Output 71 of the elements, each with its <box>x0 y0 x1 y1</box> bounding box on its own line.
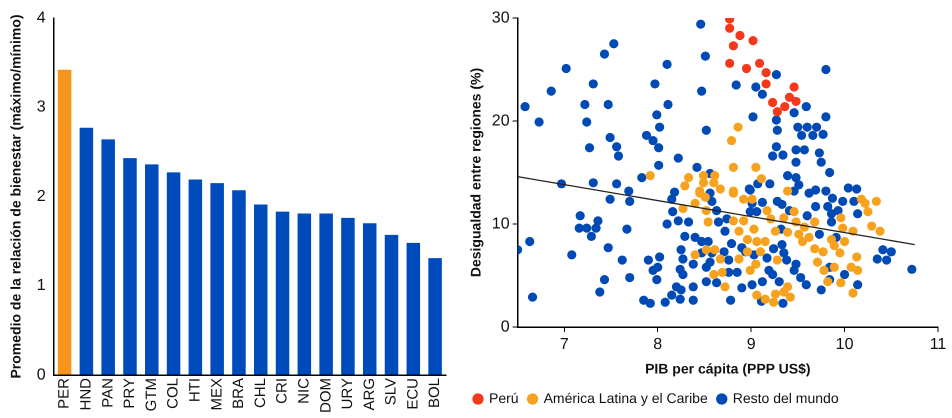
y-tick-label: 30 <box>492 9 510 26</box>
x-tick-label: URY <box>339 378 356 410</box>
x-tick-label: HTI <box>186 378 204 402</box>
x-tick-label: 11 <box>930 336 946 354</box>
y-tick-label: 0 <box>500 318 510 336</box>
legend-label: Resto del mundo <box>732 390 839 406</box>
x-tick-label: BRA <box>230 378 248 409</box>
legend-label: América Latina y el Caribe <box>544 390 708 406</box>
point <box>791 96 801 106</box>
x-tick-label: DOM <box>317 378 334 414</box>
point <box>762 79 771 89</box>
legend-label: Perú <box>489 390 519 406</box>
x-tick-label: CHL <box>252 378 269 408</box>
point <box>735 30 745 40</box>
point <box>790 82 799 92</box>
point <box>762 68 771 78</box>
bar <box>188 180 202 375</box>
x-tick-label: GTM <box>142 378 160 412</box>
bar <box>276 212 290 375</box>
x-tick-label: CRI <box>274 378 291 404</box>
x-tick-label: PAN <box>99 378 116 408</box>
y-axis-title: Desigualdad entre regiones (%) <box>467 68 484 278</box>
y-tick-label: 10 <box>492 215 510 232</box>
bar <box>80 128 94 375</box>
y-tick-label: 20 <box>492 112 510 130</box>
x-tick-label: ARG <box>360 378 378 411</box>
x-tick-label: 10 <box>836 336 854 354</box>
bar <box>232 190 246 375</box>
y-tick-label: 1 <box>36 277 46 294</box>
x-tick-label: HND <box>78 378 95 411</box>
point <box>748 36 758 46</box>
point <box>754 58 764 68</box>
x-tick-label: 8 <box>653 336 662 354</box>
x-tick-label: COL <box>164 378 182 409</box>
bar <box>166 172 180 375</box>
point <box>742 64 752 74</box>
bar <box>58 70 72 375</box>
bar <box>101 139 115 375</box>
bar <box>384 234 398 375</box>
x-tick-label: SLV <box>382 378 400 406</box>
bar <box>319 213 333 375</box>
point <box>725 58 734 68</box>
y-tick-label: 0 <box>36 366 46 384</box>
point <box>728 41 738 50</box>
bar <box>341 218 355 375</box>
bar <box>254 204 268 375</box>
x-tick-label: 7 <box>560 336 569 354</box>
point <box>725 24 734 33</box>
point <box>784 92 794 102</box>
point <box>780 102 790 112</box>
y-tick-label: 3 <box>36 98 46 116</box>
x-tick-label: PER <box>56 378 73 409</box>
y-tick-label: 2 <box>36 188 46 205</box>
point <box>768 98 778 108</box>
bar <box>298 213 312 375</box>
y-axis-title: Promedio de la relación de bienestar (máximo/mínimo) <box>7 14 24 379</box>
bar <box>362 223 376 375</box>
x-tick-label: PRY <box>121 378 138 409</box>
y-tick-label: 4 <box>36 9 46 26</box>
x-tick-label: MEX <box>208 378 226 411</box>
bar <box>123 158 137 375</box>
x-tick-label: 9 <box>746 336 756 354</box>
bar <box>210 183 224 375</box>
x-tick-label: NIC <box>295 378 312 404</box>
point <box>772 107 782 116</box>
x-tick-label: ECU <box>404 378 422 410</box>
bar <box>406 242 420 375</box>
bar <box>145 164 159 375</box>
bar <box>428 258 442 375</box>
x-tick-label: BOL <box>426 378 444 408</box>
x-axis-title: PIB per cápita (PPP US$) <box>645 360 811 376</box>
